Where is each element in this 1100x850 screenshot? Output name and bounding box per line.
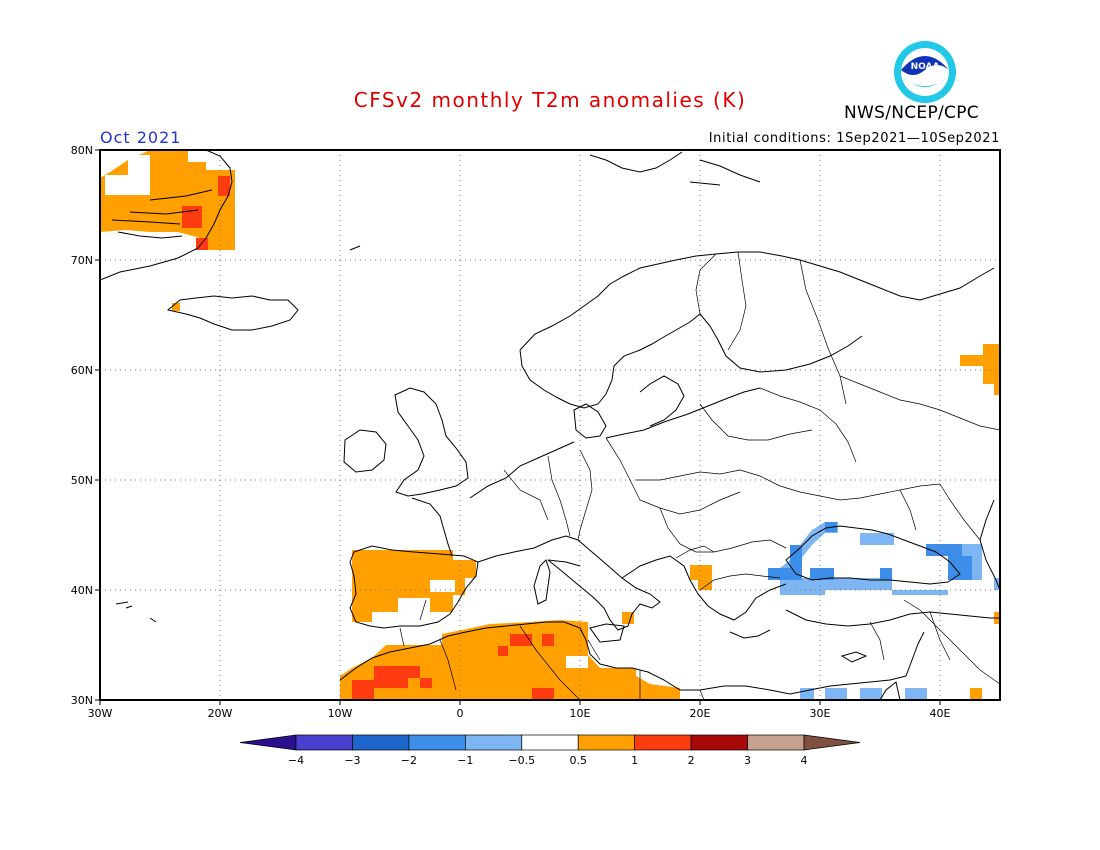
lat-label: 60N: [71, 364, 93, 377]
warm-region-iberia: [352, 550, 476, 622]
colorbar-arrow-high: [803, 734, 861, 751]
lat-label: 70N: [71, 254, 93, 267]
warm-region-greenland: [100, 150, 235, 250]
colorbar-box: [464, 734, 523, 751]
colorbar-box: [408, 734, 466, 751]
chart-title: CFSv2 monthly T2m anomalies (K): [353, 88, 747, 112]
noaa-logo: NOAA: [894, 41, 956, 103]
noaa-logo-text: NOAA: [911, 62, 940, 72]
lon-label: 20W: [208, 707, 233, 720]
lon-label: 20E: [690, 707, 711, 720]
lon-label: 30W: [88, 707, 113, 720]
colorbar-label: 3: [744, 754, 751, 767]
colorbar-box: [747, 734, 805, 751]
lon-label: 0: [457, 707, 464, 720]
colorbar-box: [521, 734, 579, 751]
lon-label: 30E: [810, 707, 831, 720]
lat-label: 30N: [71, 694, 93, 707]
lat-label: 80N: [71, 144, 93, 157]
graticule: [100, 150, 1000, 700]
colorbar-box: [634, 734, 692, 751]
colorbar-label: −0.5: [508, 754, 535, 767]
axis-ticks: [95, 149, 941, 705]
lat-label: 40N: [71, 584, 93, 597]
cool-region-black-sea: [768, 522, 1000, 700]
colorbar-label: 4: [801, 754, 808, 767]
warm-region-east: [960, 344, 1000, 395]
country-borders: [399, 251, 1000, 700]
target-month-label: Oct 2021: [100, 128, 182, 147]
colorbar-box: [690, 734, 748, 751]
anomaly-shading: [100, 150, 1000, 700]
colorbar-label: −1: [457, 754, 473, 767]
colorbar-label: 0.5: [569, 754, 587, 767]
lon-label: 40E: [930, 707, 951, 720]
colorbar-label: 1: [631, 754, 638, 767]
colorbar-label: −3: [344, 754, 360, 767]
colorbar-label: 2: [688, 754, 695, 767]
map-frame: [99, 149, 1001, 701]
colorbar-label: −2: [401, 754, 417, 767]
organization-label: NWS/NCEP/CPC: [844, 103, 979, 123]
colorbar-box: [352, 734, 410, 751]
lat-label: 50N: [71, 474, 93, 487]
colorbar: −4 −3 −2 −1 −0.5 0.5 1 2 3 4: [239, 734, 861, 767]
colorbar-arrow-low: [239, 734, 297, 751]
lon-label: 10W: [328, 707, 353, 720]
colorbar-box: [577, 734, 636, 751]
initial-conditions-label: Initial conditions: 1Sep2021—10Sep2021: [708, 131, 1000, 146]
colorbar-box: [295, 734, 353, 751]
colorbar-label: −4: [288, 754, 304, 767]
lon-label: 10E: [570, 707, 591, 720]
